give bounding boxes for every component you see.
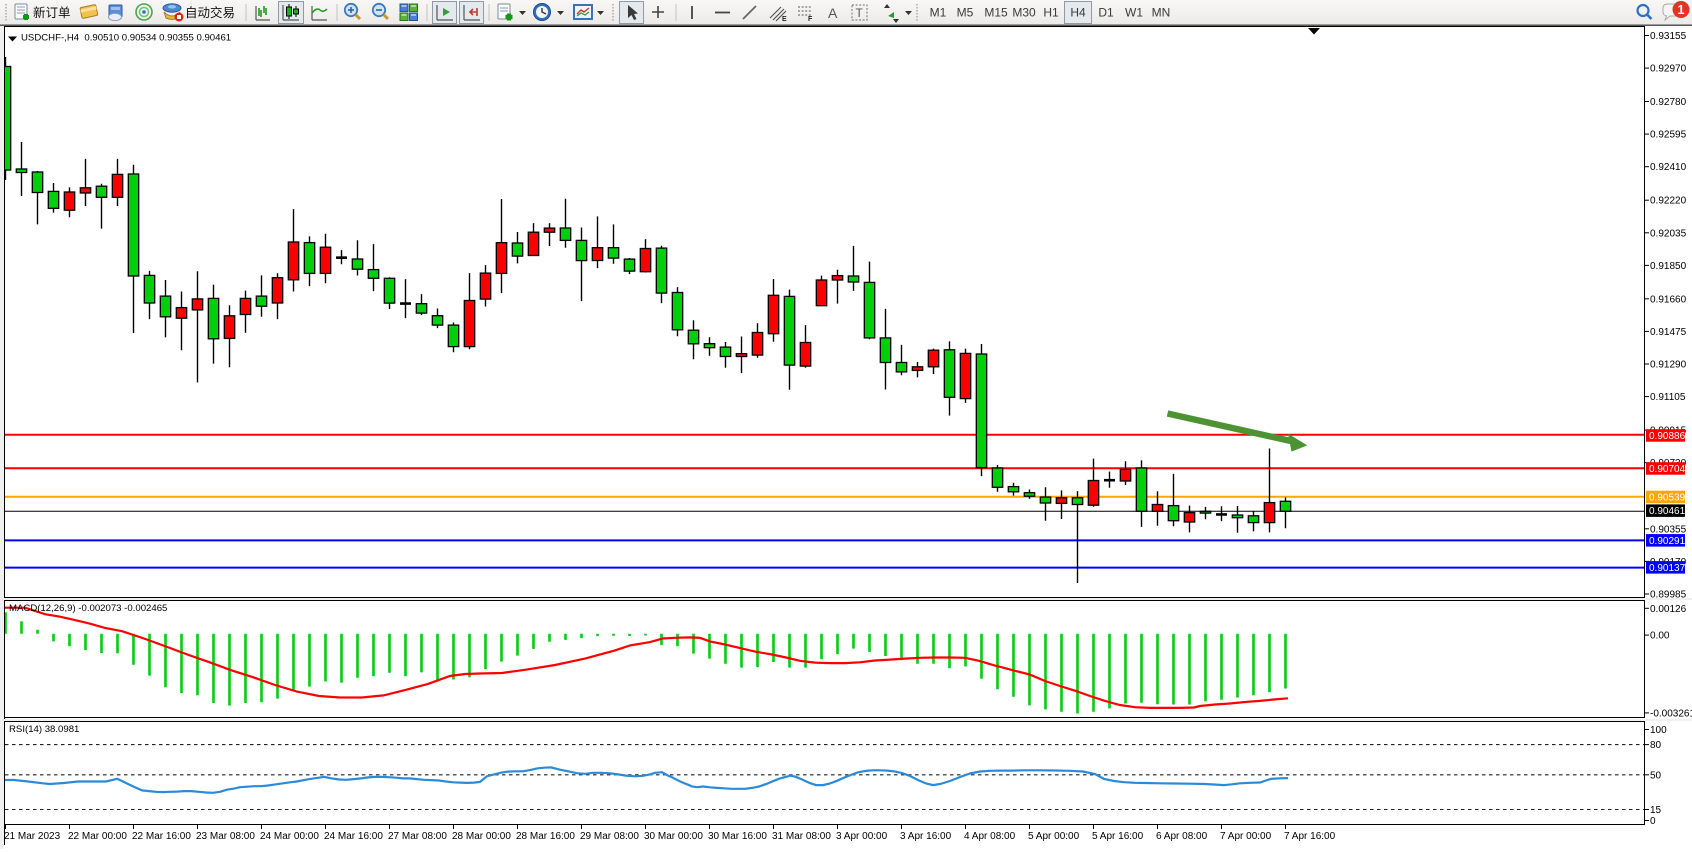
svg-text:0.92595: 0.92595 [1650,130,1687,141]
svg-text:0.92410: 0.92410 [1650,162,1687,173]
svg-text:5 Apr 16:00: 5 Apr 16:00 [1092,831,1144,842]
svg-text:5 Apr 00:00: 5 Apr 00:00 [1028,831,1080,842]
svg-text:0.92780: 0.92780 [1650,97,1687,108]
svg-text:24 Mar 00:00: 24 Mar 00:00 [260,831,319,842]
svg-text:E: E [782,16,787,23]
svg-text:0.91660: 0.91660 [1650,294,1687,305]
svg-text:M15: M15 [984,6,1008,20]
svg-text:7 Apr 00:00: 7 Apr 00:00 [1220,831,1272,842]
svg-text:0.91105: 0.91105 [1650,392,1686,403]
svg-text:D1: D1 [1098,6,1114,20]
svg-text:100: 100 [1650,725,1667,736]
svg-text:H1: H1 [1043,6,1059,20]
svg-text:31 Mar 08:00: 31 Mar 08:00 [772,831,831,842]
svg-text:0.90539: 0.90539 [1649,493,1686,504]
svg-text:50: 50 [1650,770,1662,781]
svg-text:0.90355: 0.90355 [1650,524,1687,535]
svg-text:29 Mar 08:00: 29 Mar 08:00 [580,831,639,842]
svg-text:RSI(14) 38.0981: RSI(14) 38.0981 [9,724,79,735]
svg-text:0.92970: 0.92970 [1650,64,1687,75]
svg-text:22 Mar 00:00: 22 Mar 00:00 [68,831,127,842]
svg-text:80: 80 [1650,740,1662,751]
svg-text:21 Mar 2023: 21 Mar 2023 [4,831,61,842]
svg-text:24 Mar 16:00: 24 Mar 16:00 [324,831,383,842]
svg-text:M1: M1 [930,6,947,20]
svg-text:22 Mar 16:00: 22 Mar 16:00 [132,831,191,842]
svg-text:3 Apr 00:00: 3 Apr 00:00 [836,831,888,842]
svg-text:MN: MN [1152,6,1171,20]
svg-text:新订单: 新订单 [33,5,71,20]
svg-text:28 Mar 16:00: 28 Mar 16:00 [516,831,575,842]
svg-text:H4: H4 [1070,6,1086,20]
svg-text:1: 1 [1678,3,1685,17]
svg-text:0.93155: 0.93155 [1650,31,1687,42]
svg-text:3 Apr 16:00: 3 Apr 16:00 [900,831,952,842]
svg-text:0.89985: 0.89985 [1650,590,1687,601]
svg-text:F: F [808,16,813,23]
svg-text:0: 0 [1650,816,1656,827]
svg-text:0.00126: 0.00126 [1650,604,1687,615]
svg-text:自动交易: 自动交易 [185,5,235,20]
svg-text:4 Apr 08:00: 4 Apr 08:00 [964,831,1016,842]
svg-text:28 Mar 00:00: 28 Mar 00:00 [452,831,511,842]
svg-text:6 Apr 08:00: 6 Apr 08:00 [1156,831,1208,842]
svg-text:15: 15 [1650,805,1662,816]
svg-text:T: T [856,6,864,20]
svg-text:A: A [828,5,838,21]
svg-text:0.91475: 0.91475 [1650,327,1687,338]
svg-text:W1: W1 [1125,6,1143,20]
svg-text:0.91290: 0.91290 [1650,360,1687,371]
svg-text:-0.003261: -0.003261 [1650,708,1692,719]
svg-text:M5: M5 [957,6,974,20]
svg-text:M30: M30 [1012,6,1036,20]
svg-text:0.92220: 0.92220 [1650,196,1687,207]
svg-text:0.90886: 0.90886 [1649,431,1686,442]
svg-text:0.92035: 0.92035 [1650,228,1687,239]
svg-text:23 Mar 08:00: 23 Mar 08:00 [196,831,255,842]
svg-text:0.90704: 0.90704 [1649,464,1686,475]
svg-text:30 Mar 16:00: 30 Mar 16:00 [708,831,767,842]
svg-text:MACD(12,26,9) -0.002073 -0.002: MACD(12,26,9) -0.002073 -0.002465 [9,603,167,614]
svg-text:27 Mar 08:00: 27 Mar 08:00 [388,831,447,842]
svg-text:0.90461: 0.90461 [1649,506,1686,517]
svg-text:0.00: 0.00 [1650,631,1670,642]
svg-text:0.91850: 0.91850 [1650,261,1687,272]
svg-text:USDCHF-,H4 0.90510 0.90534 0.: USDCHF-,H4 0.90510 0.90534 0.90355 0.904… [21,33,231,44]
svg-text:0.90291: 0.90291 [1649,536,1686,547]
svg-text:30 Mar 00:00: 30 Mar 00:00 [644,831,703,842]
svg-text:0.90137: 0.90137 [1649,563,1686,574]
svg-text:7 Apr 16:00: 7 Apr 16:00 [1284,831,1336,842]
